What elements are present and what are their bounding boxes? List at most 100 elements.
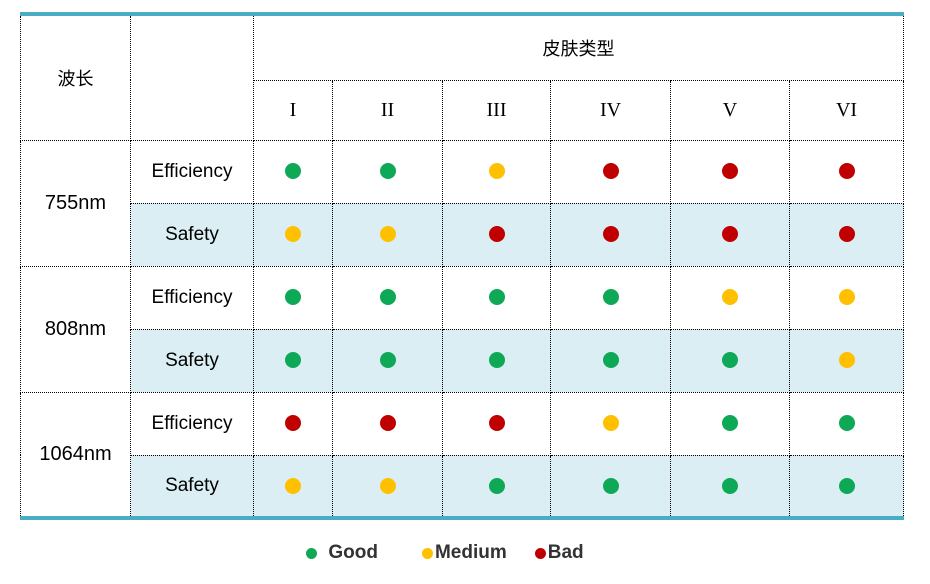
wavelength-column-header: 波长 bbox=[20, 13, 131, 141]
status-dot bbox=[722, 477, 738, 494]
table-row: Safety bbox=[21, 202, 905, 267]
status-dot bbox=[488, 226, 505, 243]
table-row: 755nm Efficiency bbox=[20, 139, 905, 267]
status-dot bbox=[488, 477, 505, 494]
legend-item-bad: Bad bbox=[534, 542, 584, 564]
status-dot bbox=[488, 415, 505, 432]
status-cell bbox=[332, 328, 443, 393]
legend-medium-dot-icon bbox=[421, 547, 433, 559]
legend-bad-dot-icon bbox=[534, 547, 546, 559]
skin-type-header-3: III bbox=[442, 79, 551, 141]
wavelength-skin-type-matrix: 波长 皮肤类型 I II III IV V VI 755nm Efficienc… bbox=[20, 12, 905, 520]
status-dot bbox=[285, 226, 301, 243]
status-dot bbox=[722, 289, 738, 306]
status-cell bbox=[253, 139, 333, 204]
status-cell bbox=[670, 139, 790, 204]
status-cell bbox=[550, 454, 671, 519]
status-cell bbox=[442, 328, 551, 393]
status-cell bbox=[670, 202, 790, 267]
status-cell bbox=[788, 265, 905, 330]
status-dot bbox=[602, 477, 619, 494]
status-dot bbox=[379, 289, 396, 306]
status-cell bbox=[788, 202, 905, 267]
wavelength-label-755nm: 755nm bbox=[20, 139, 131, 267]
status-cell bbox=[788, 328, 905, 393]
status-cell bbox=[253, 328, 333, 393]
status-dot bbox=[285, 163, 301, 180]
status-cell bbox=[442, 202, 551, 267]
metric-label-efficiency: Efficiency bbox=[130, 265, 254, 330]
status-dot bbox=[838, 477, 855, 494]
skin-type-group-header: 皮肤类型 bbox=[252, 13, 905, 81]
table-row: 1064nm Efficiency bbox=[20, 391, 905, 519]
legend-good-dot-icon bbox=[306, 547, 318, 559]
status-cell bbox=[788, 391, 905, 456]
status-dot bbox=[722, 226, 738, 243]
metric-label-safety: Safety bbox=[130, 202, 254, 267]
status-dot bbox=[379, 352, 396, 369]
status-cell bbox=[788, 139, 905, 204]
blank-header-cell bbox=[130, 13, 254, 141]
status-cell bbox=[442, 454, 551, 519]
status-dot bbox=[838, 226, 855, 243]
metric-label-efficiency: Efficiency bbox=[130, 391, 254, 456]
status-dot bbox=[838, 415, 855, 432]
status-cell bbox=[332, 139, 443, 204]
status-cell bbox=[253, 202, 333, 267]
status-dot bbox=[722, 163, 738, 180]
status-dot bbox=[488, 163, 505, 180]
status-dot bbox=[379, 226, 396, 243]
wavelength-label-1064nm: 1064nm bbox=[20, 391, 131, 519]
table-row: 808nm Efficiency bbox=[20, 265, 905, 393]
status-cell bbox=[788, 454, 905, 519]
status-dot bbox=[838, 352, 855, 369]
status-dot bbox=[722, 415, 738, 432]
status-dot bbox=[488, 352, 505, 369]
table-row: Safety bbox=[21, 454, 905, 519]
status-dot bbox=[379, 163, 396, 180]
status-cell bbox=[332, 202, 443, 267]
status-dot bbox=[602, 352, 619, 369]
metric-label-safety: Safety bbox=[130, 454, 254, 519]
status-cell bbox=[670, 328, 790, 393]
status-cell bbox=[253, 265, 333, 330]
status-dot bbox=[602, 163, 619, 180]
status-dot bbox=[722, 352, 738, 369]
status-cell bbox=[550, 391, 671, 456]
status-dot bbox=[379, 415, 396, 432]
status-cell bbox=[442, 265, 551, 330]
status-dot bbox=[285, 477, 301, 494]
status-dot bbox=[285, 289, 301, 306]
status-cell bbox=[253, 454, 333, 519]
legend-good-label: Good bbox=[328, 542, 378, 563]
status-dot bbox=[602, 226, 619, 243]
metric-label-safety: Safety bbox=[130, 328, 254, 393]
status-cell bbox=[332, 454, 443, 519]
status-cell bbox=[670, 391, 790, 456]
status-cell bbox=[670, 454, 790, 519]
status-cell bbox=[670, 265, 790, 330]
status-dot bbox=[285, 352, 301, 369]
skin-type-header-1: I bbox=[253, 79, 333, 141]
legend-bad-label: Bad bbox=[547, 542, 584, 563]
legend-item-medium: Medium bbox=[421, 542, 507, 564]
legend-medium-label: Medium bbox=[434, 542, 507, 563]
status-cell bbox=[550, 265, 671, 330]
status-cell bbox=[442, 391, 551, 456]
skin-type-header-2: II bbox=[332, 79, 443, 141]
metric-label-efficiency: Efficiency bbox=[130, 139, 254, 204]
status-cell bbox=[253, 391, 333, 456]
status-cell bbox=[442, 139, 551, 204]
skin-type-header-5: V bbox=[670, 79, 790, 141]
skin-type-header-4: IV bbox=[550, 79, 671, 141]
status-dot bbox=[602, 415, 619, 432]
status-cell bbox=[332, 391, 443, 456]
skin-type-header-6: VI bbox=[788, 79, 905, 141]
status-cell bbox=[332, 265, 443, 330]
legend: Good Medium Bad bbox=[0, 542, 890, 564]
status-dot bbox=[488, 289, 505, 306]
legend-item-good: Good bbox=[306, 542, 378, 564]
table-row: Safety bbox=[21, 328, 905, 393]
status-cell bbox=[550, 139, 671, 204]
status-dot bbox=[379, 477, 396, 494]
